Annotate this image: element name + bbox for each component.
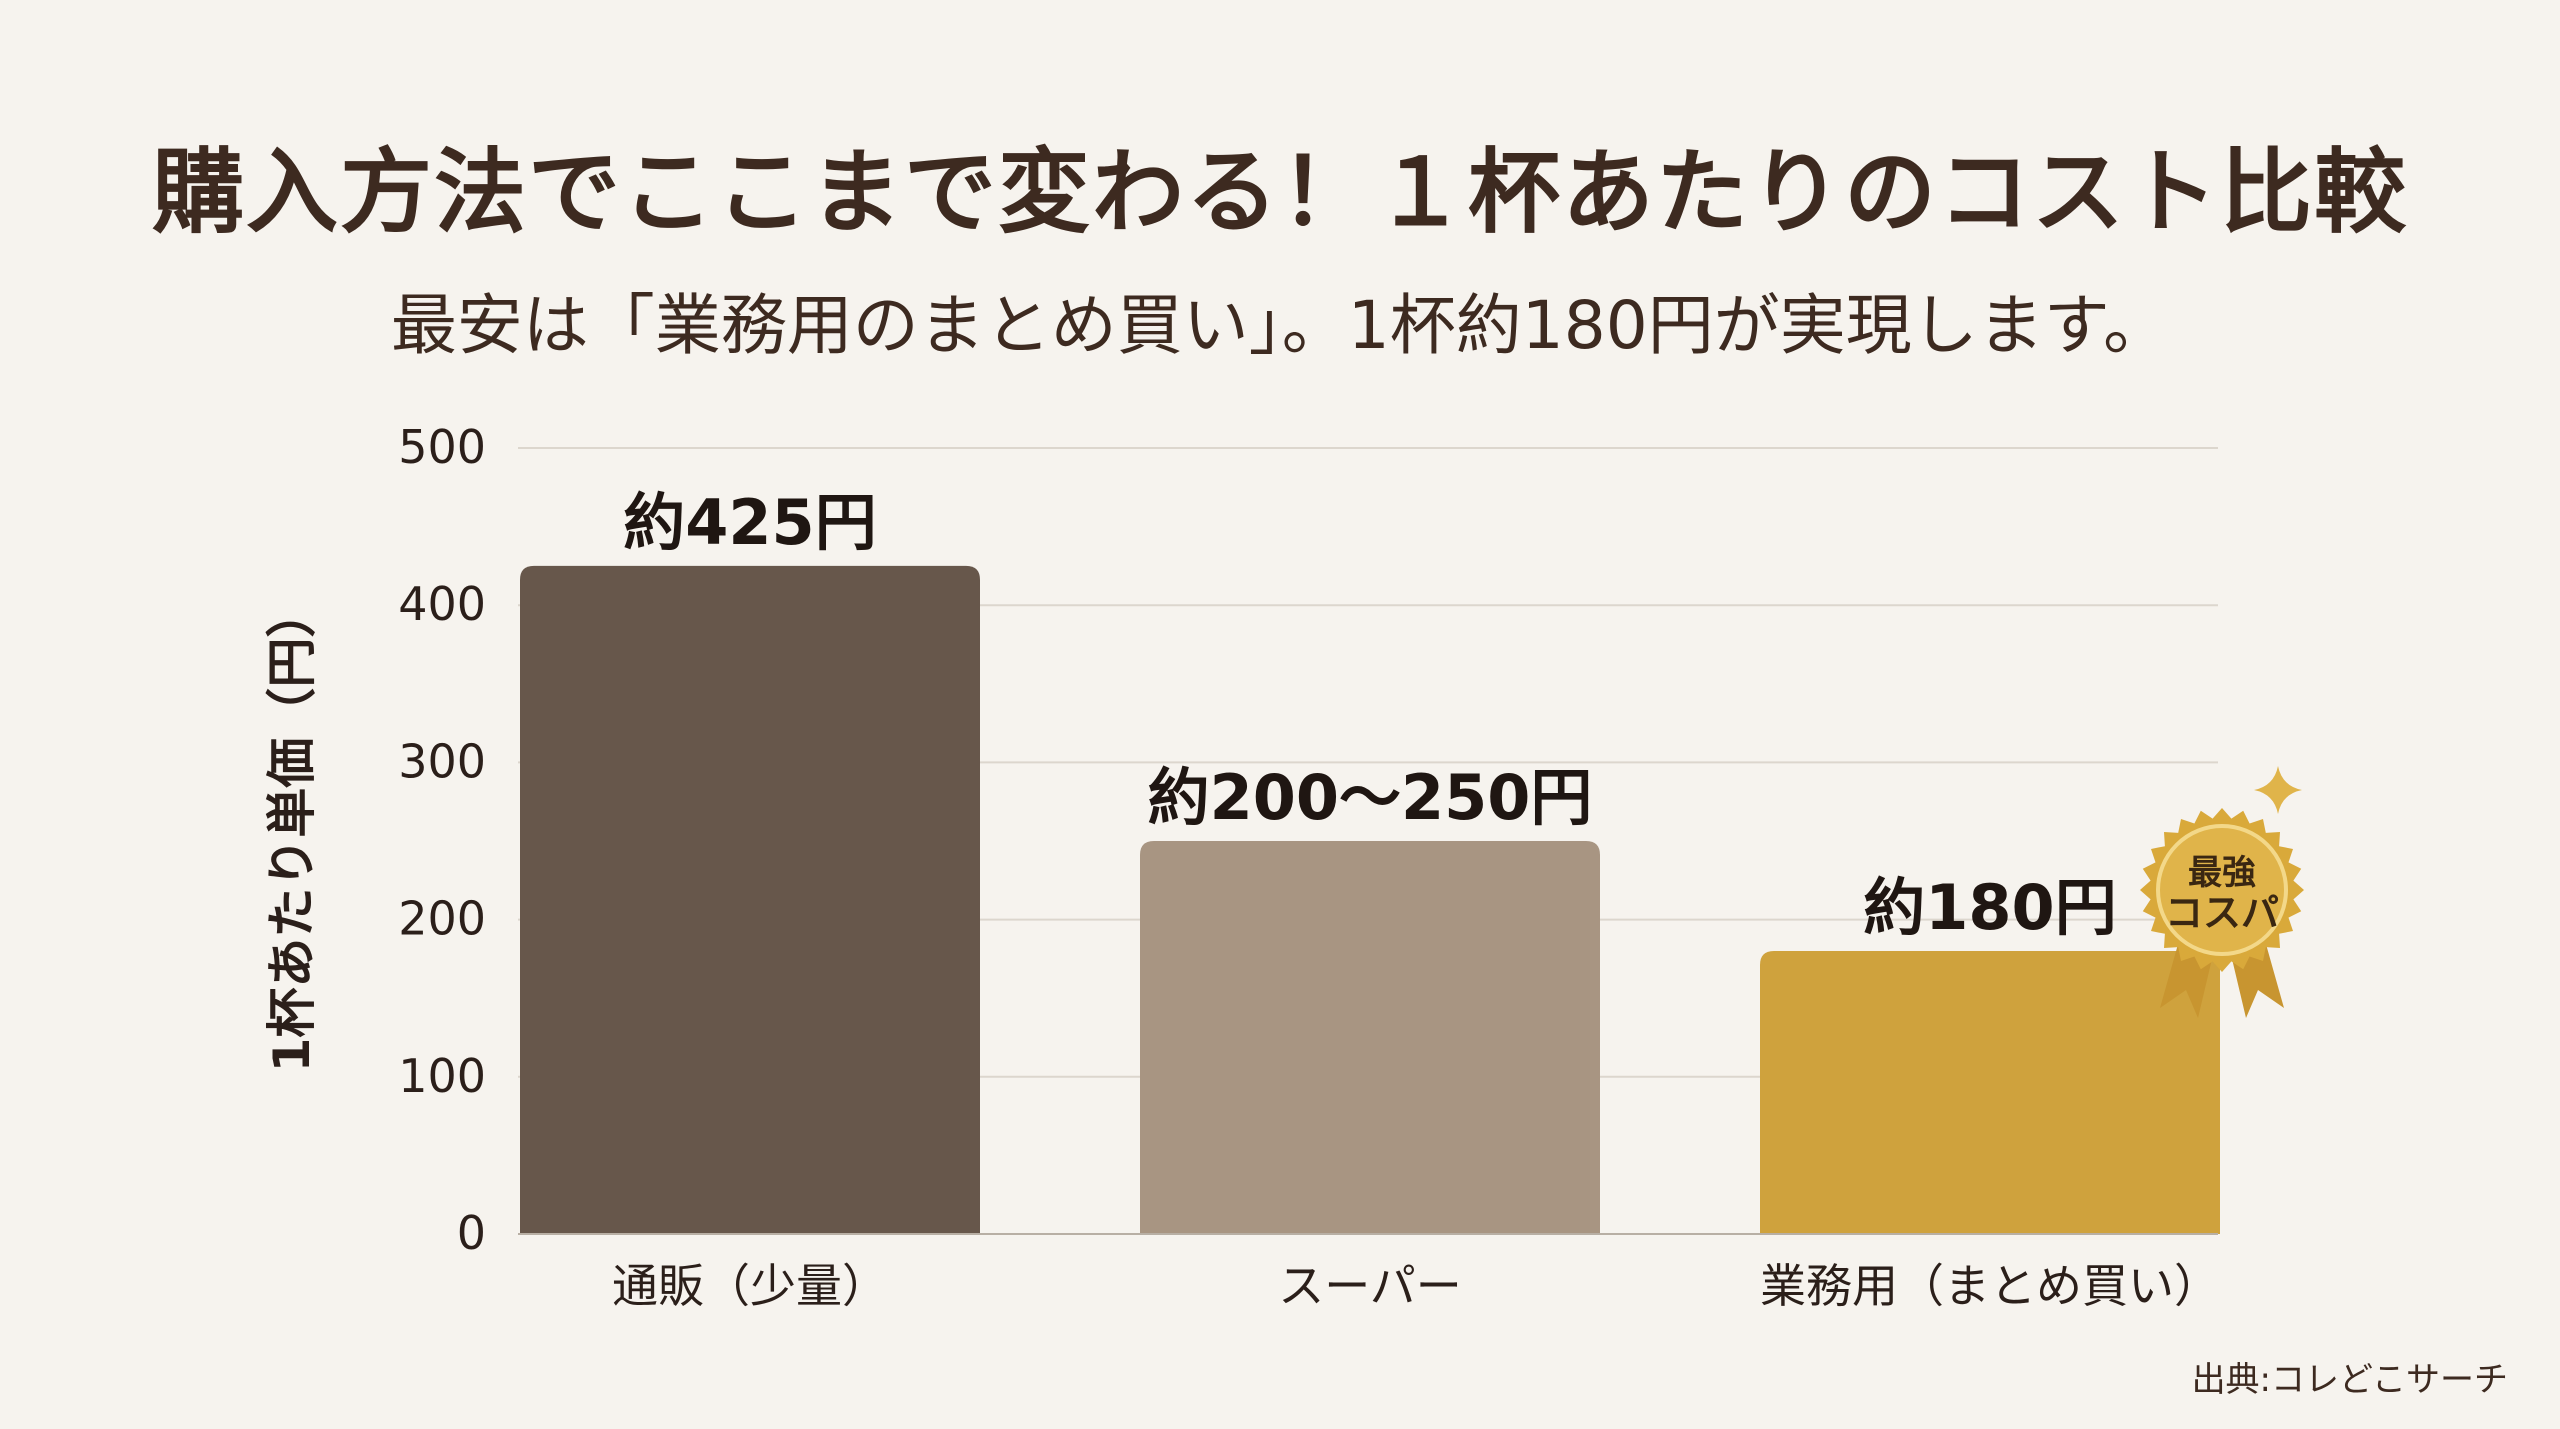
sparkle-icon [2254, 766, 2302, 814]
y-tick-label: 400 [398, 577, 486, 631]
bar-value-label: 約425円 [623, 486, 876, 559]
bar [1140, 841, 1600, 1234]
badge-inner-circle [2156, 824, 2288, 956]
bar-value-label: 約200〜250円 [1148, 761, 1593, 834]
y-tick-label: 300 [398, 734, 486, 788]
y-tick-label: 200 [398, 892, 486, 946]
bar [1760, 951, 2220, 1234]
badge-text-line2: コスパ [2165, 891, 2279, 935]
x-tick-label: スーパー [1278, 1259, 1462, 1313]
chart-subtitle: 最安は「業務用のまとめ買い」。1杯約180円が実現します。 [390, 287, 2170, 364]
x-tick-label: 業務用（まとめ買い） [1760, 1259, 2220, 1313]
badge-text-line1: 最強 [2188, 853, 2256, 893]
bar-value-label: 約180円 [1863, 871, 2116, 944]
x-tick-label: 通販（少量） [612, 1259, 888, 1313]
y-tick-label: 500 [398, 420, 486, 474]
source-note: 出典:コレどこサーチ [2191, 1360, 2508, 1400]
chart-title: 購入方法でここまで変わる！１杯あたりのコスト比較 [151, 139, 2408, 246]
y-tick-label: 0 [457, 1206, 486, 1260]
y-tick-label: 100 [398, 1049, 486, 1103]
bar [520, 565, 980, 1234]
